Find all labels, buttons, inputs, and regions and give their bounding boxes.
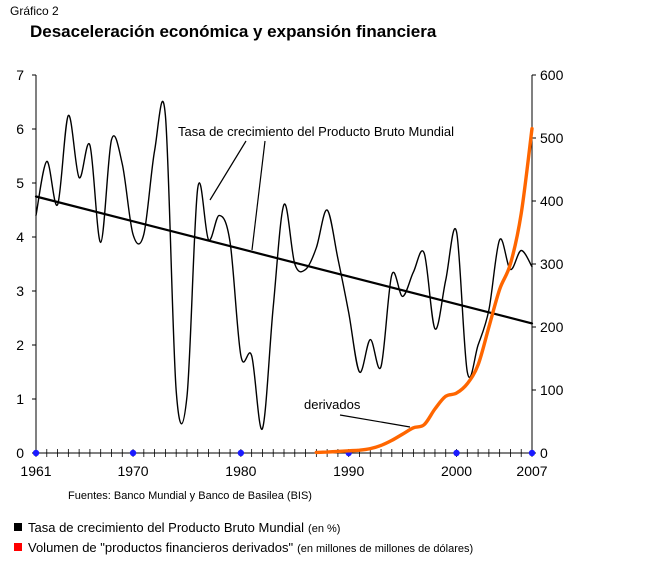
- right-tick-label: 400: [540, 193, 564, 209]
- x-tick-label: 1990: [333, 463, 364, 479]
- left-tick-label: 6: [16, 121, 24, 137]
- legend-label-derivatives: Volumen de "productos financieros deriva…: [28, 540, 294, 555]
- legend-item-gdp: Tasa de crecimiento del Producto Bruto M…: [14, 520, 340, 535]
- right-tick-label: 0: [540, 445, 548, 461]
- x-tick-marker: [453, 449, 460, 457]
- x-tick-marker: [528, 449, 536, 457]
- left-tick-label: 4: [16, 229, 24, 245]
- legend-swatch-gdp: [14, 523, 22, 531]
- right-tick-label: 200: [540, 319, 564, 335]
- x-tick-label: 2007: [516, 463, 547, 479]
- annotation-gdp-pointer-2: [251, 140, 266, 251]
- x-tick-marker: [237, 449, 245, 457]
- x-tick-label: 1961: [20, 463, 51, 479]
- annotation-layer: Tasa de crecimiento del Producto Bruto M…: [178, 124, 454, 428]
- x-tick-label: 2000: [441, 463, 472, 479]
- series-line-gdp-trend: [34, 195, 534, 325]
- legend-item-derivatives: Volumen de "productos financieros deriva…: [14, 540, 473, 555]
- series-layer: [34, 100, 534, 455]
- chart-svg: 0 1 2 3 4 5 6 7 0 100 200 300 400 500 600 1961 1970 1980 1…: [16, 67, 563, 479]
- chart-title: Desaceleración económica y expansión fin…: [30, 22, 437, 41]
- right-tick-label: 600: [540, 67, 564, 83]
- axes: 0 1 2 3 4 5 6 7 0 100 200 300 400 500 600 1961 1970 1980 1…: [16, 67, 563, 479]
- sources-note: Fuentes: Banco Mundial y Banco de Basile…: [68, 490, 312, 502]
- series-line-gdp-growth: [35, 100, 533, 430]
- annotation-gdp-label: Tasa de crecimiento del Producto Bruto M…: [178, 124, 454, 139]
- legend-unit-gdp: (en %): [308, 523, 341, 535]
- x-tick-marker: [32, 449, 40, 457]
- x-tick-marker: [129, 449, 137, 457]
- annotation-derivatives-pointer: [339, 414, 411, 428]
- series-line-derivatives: [314, 126, 534, 455]
- right-tick-label: 500: [540, 130, 564, 146]
- left-tick-label: 3: [16, 283, 24, 299]
- legend-swatch-derivatives: [14, 543, 22, 551]
- left-tick-label: 5: [16, 175, 24, 191]
- left-tick-label: 7: [16, 67, 24, 83]
- x-tick-label: 1970: [117, 463, 148, 479]
- annotation-derivatives-label: derivados: [304, 397, 361, 412]
- left-tick-label: 2: [16, 337, 24, 353]
- annotation-gdp-pointer-1: [209, 140, 247, 201]
- x-tick-label: 1980: [225, 463, 256, 479]
- chart-label: Gráfico 2: [10, 4, 59, 18]
- left-tick-label: 1: [16, 391, 24, 407]
- right-tick-label: 300: [540, 256, 564, 272]
- right-tick-label: 100: [540, 382, 564, 398]
- left-tick-label: 0: [16, 445, 24, 461]
- legend-label-gdp: Tasa de crecimiento del Producto Bruto M…: [28, 520, 305, 535]
- legend-unit-derivatives: (en millones de millones de dólares): [297, 543, 474, 555]
